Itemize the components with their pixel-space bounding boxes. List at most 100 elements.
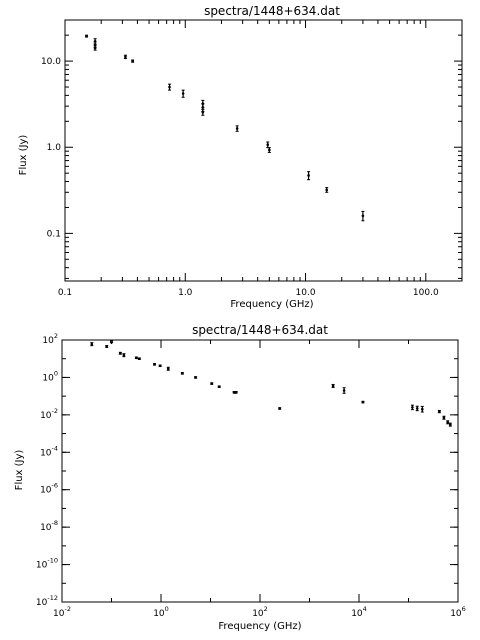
bottom-chart-x-axis-label: Frequency (GHz): [218, 621, 301, 632]
data-point: [266, 141, 270, 149]
data-point: [118, 351, 122, 355]
top-chart-y-tick-label: 10.0: [41, 57, 61, 67]
data-point-marker: [420, 407, 424, 411]
data-point-marker: [122, 353, 126, 357]
data-point-marker: [168, 85, 171, 89]
data-point: [166, 366, 170, 371]
bottom-chart-y-tick-label: 10-4: [40, 444, 58, 458]
bottom-chart-y-tick-label: 102: [42, 332, 58, 346]
data-point-marker: [201, 106, 205, 109]
data-point: [267, 147, 271, 153]
top-chart-title: spectra/1448+634.dat: [204, 4, 340, 18]
top-chart-x-tick-label: 0.1: [58, 288, 72, 298]
top-chart-x-tick-label: 1.0: [178, 288, 193, 298]
data-point: [278, 407, 282, 410]
data-point-marker: [105, 345, 109, 348]
data-point-marker: [135, 356, 138, 360]
data-point: [420, 405, 424, 413]
data-point: [122, 353, 126, 358]
data-point: [123, 54, 127, 60]
data-point: [325, 187, 329, 193]
data-point: [201, 108, 205, 116]
data-point-marker: [266, 143, 270, 147]
top-chart-x-tick-label: 10.0: [296, 288, 316, 298]
data-point-marker: [235, 127, 239, 130]
data-point: [85, 34, 89, 38]
data-point: [342, 387, 346, 394]
data-point: [194, 376, 198, 379]
data-point-marker: [153, 363, 156, 366]
data-point-marker: [278, 407, 281, 410]
data-point: [217, 385, 221, 388]
bottom-chart-y-axis-label: Flux (Jy): [14, 450, 25, 491]
data-point-marker: [361, 400, 365, 404]
data-point-marker: [158, 364, 162, 368]
data-point: [168, 83, 172, 91]
data-point-marker: [131, 59, 134, 63]
top-chart-plot-frame: [64, 19, 463, 282]
data-point-marker: [93, 43, 97, 47]
data-point-marker: [361, 214, 365, 218]
top-chart-tick-marks: [65, 19, 463, 281]
top-chart-y-tick-label: 0.1: [47, 229, 61, 239]
data-point-marker: [438, 410, 441, 413]
data-point-marker: [342, 389, 346, 392]
data-point-marker: [138, 357, 141, 361]
bottom-chart-y-tick-label: 10-8: [40, 519, 58, 533]
data-point-marker: [201, 110, 205, 114]
bottom-chart-y-tick-label: 10-10: [36, 557, 58, 571]
data-point-marker: [411, 406, 414, 409]
data-point: [105, 345, 109, 348]
top-chart-y-axis-label: Flux (Jy): [18, 135, 29, 176]
data-point-marker: [181, 372, 184, 375]
data-point-marker: [331, 384, 335, 388]
data-point-marker: [119, 351, 122, 355]
data-point-marker: [210, 382, 214, 385]
bottom-chart-data-points: [90, 340, 452, 427]
bottom-chart-x-tick-label: 104: [351, 605, 367, 619]
data-point-marker: [194, 376, 197, 379]
top-chart-panel: spectra/1448+634.dat Frequency (GHz) Flu…: [18, 4, 463, 310]
data-point: [134, 356, 138, 360]
data-point: [415, 405, 419, 412]
data-point: [437, 409, 441, 414]
top-chart-x-axis-label: Frequency (GHz): [230, 299, 313, 310]
bottom-chart-x-tick-label: 102: [252, 605, 268, 619]
data-point: [153, 363, 157, 366]
data-point-marker: [181, 92, 185, 95]
data-point-marker: [93, 46, 97, 50]
data-point-marker: [415, 407, 419, 410]
data-point-marker: [268, 148, 271, 152]
data-point-marker: [449, 423, 452, 426]
data-point: [448, 422, 452, 427]
data-point-marker: [234, 391, 238, 394]
bottom-chart-panel: spectra/1448+634.dat Frequency (GHz) Flu…: [14, 323, 466, 632]
data-point: [307, 171, 311, 181]
bottom-chart-x-tick-label: 106: [450, 605, 466, 619]
bottom-chart-tick-marks: [61, 339, 459, 603]
bottom-chart-title: spectra/1448+634.dat: [192, 323, 328, 337]
bottom-chart-x-tick-label: 100: [153, 605, 169, 619]
top-chart-x-tick-label: 100.0: [413, 288, 439, 298]
top-chart-data-points: [85, 34, 365, 222]
data-point: [210, 382, 214, 385]
bottom-chart-y-tick-label: 10-2: [40, 407, 58, 421]
bottom-chart-x-tick-label: 10-2: [53, 605, 71, 619]
top-chart-y-tick-label: 1.0: [47, 143, 62, 153]
data-point: [361, 210, 365, 222]
data-point-marker: [307, 174, 310, 177]
data-point: [90, 342, 94, 347]
data-point: [93, 45, 97, 51]
data-point-marker: [85, 34, 88, 38]
data-point: [331, 383, 335, 388]
bottom-chart-plot-frame: [61, 339, 459, 603]
data-point-marker: [217, 385, 221, 388]
data-point-marker: [124, 55, 127, 59]
data-point-marker: [325, 188, 329, 192]
data-point-marker: [442, 416, 446, 420]
data-point: [131, 59, 135, 63]
data-point-marker: [90, 342, 94, 346]
data-point: [410, 404, 414, 411]
data-point-marker: [166, 367, 170, 371]
